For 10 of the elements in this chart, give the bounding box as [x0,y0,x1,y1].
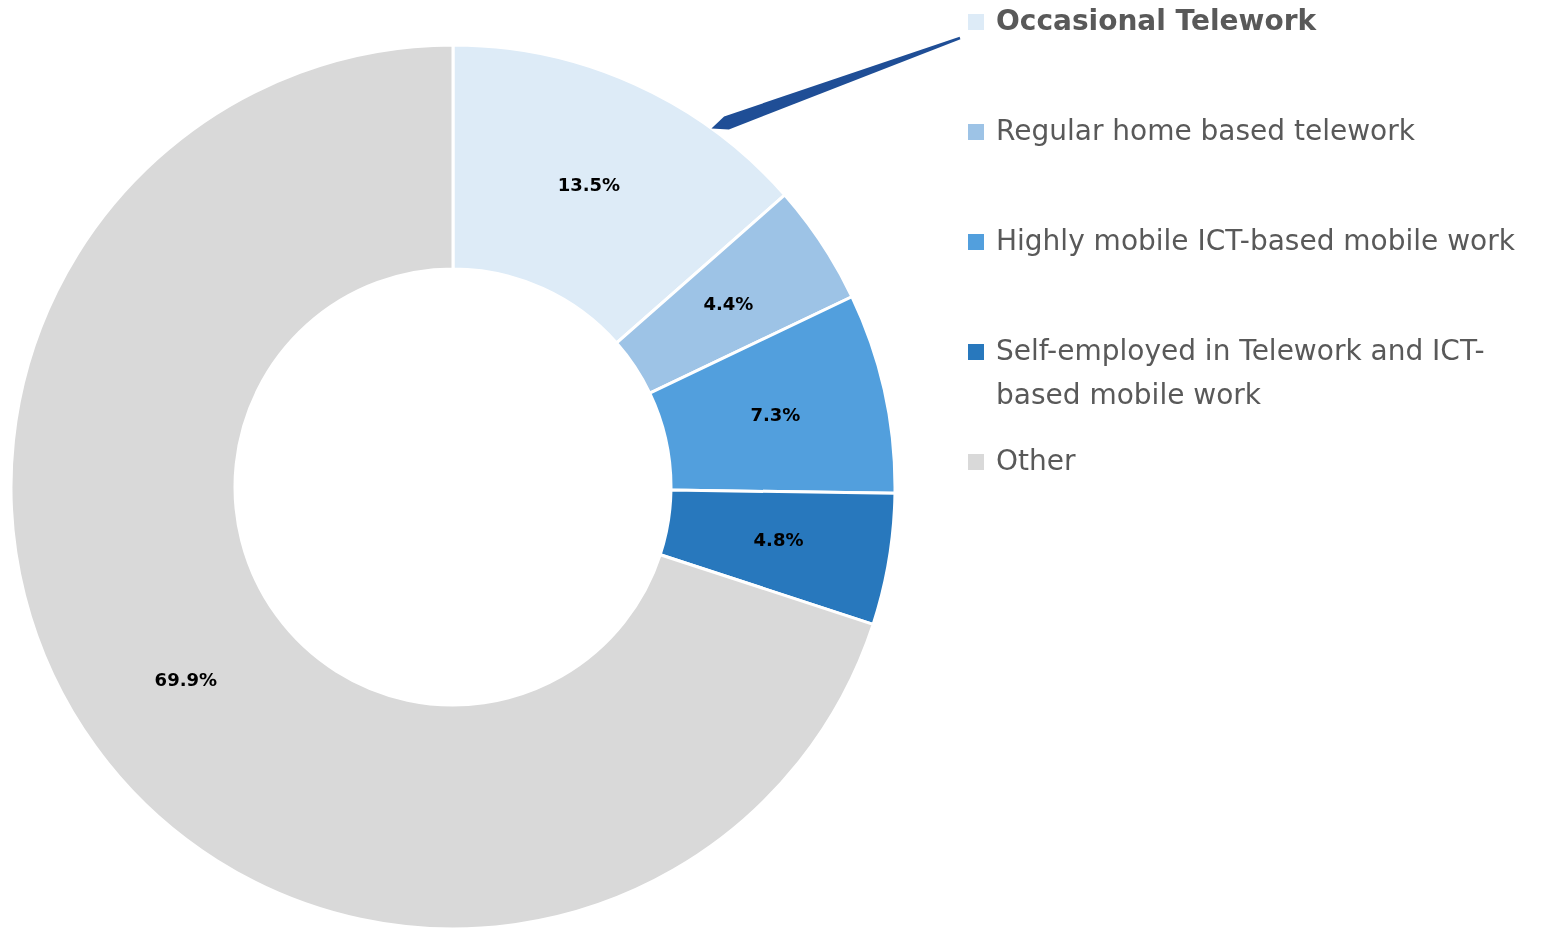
data-label: 13.5% [557,174,621,196]
data-label: 4.8% [753,529,804,551]
legend-label: Regular home based telework [996,114,1416,147]
data-label: 7.3% [750,404,801,426]
data-label: 4.4% [703,293,754,315]
legend-label: Self-employed in Telework and ICT-based mobile work [996,334,1485,411]
legend-label: Highly mobile ICT-based mobile work [996,224,1516,257]
data-label: 69.9% [154,668,218,690]
legend-label: Other [996,444,1076,477]
legend-label: Occasional Telework [996,4,1318,37]
